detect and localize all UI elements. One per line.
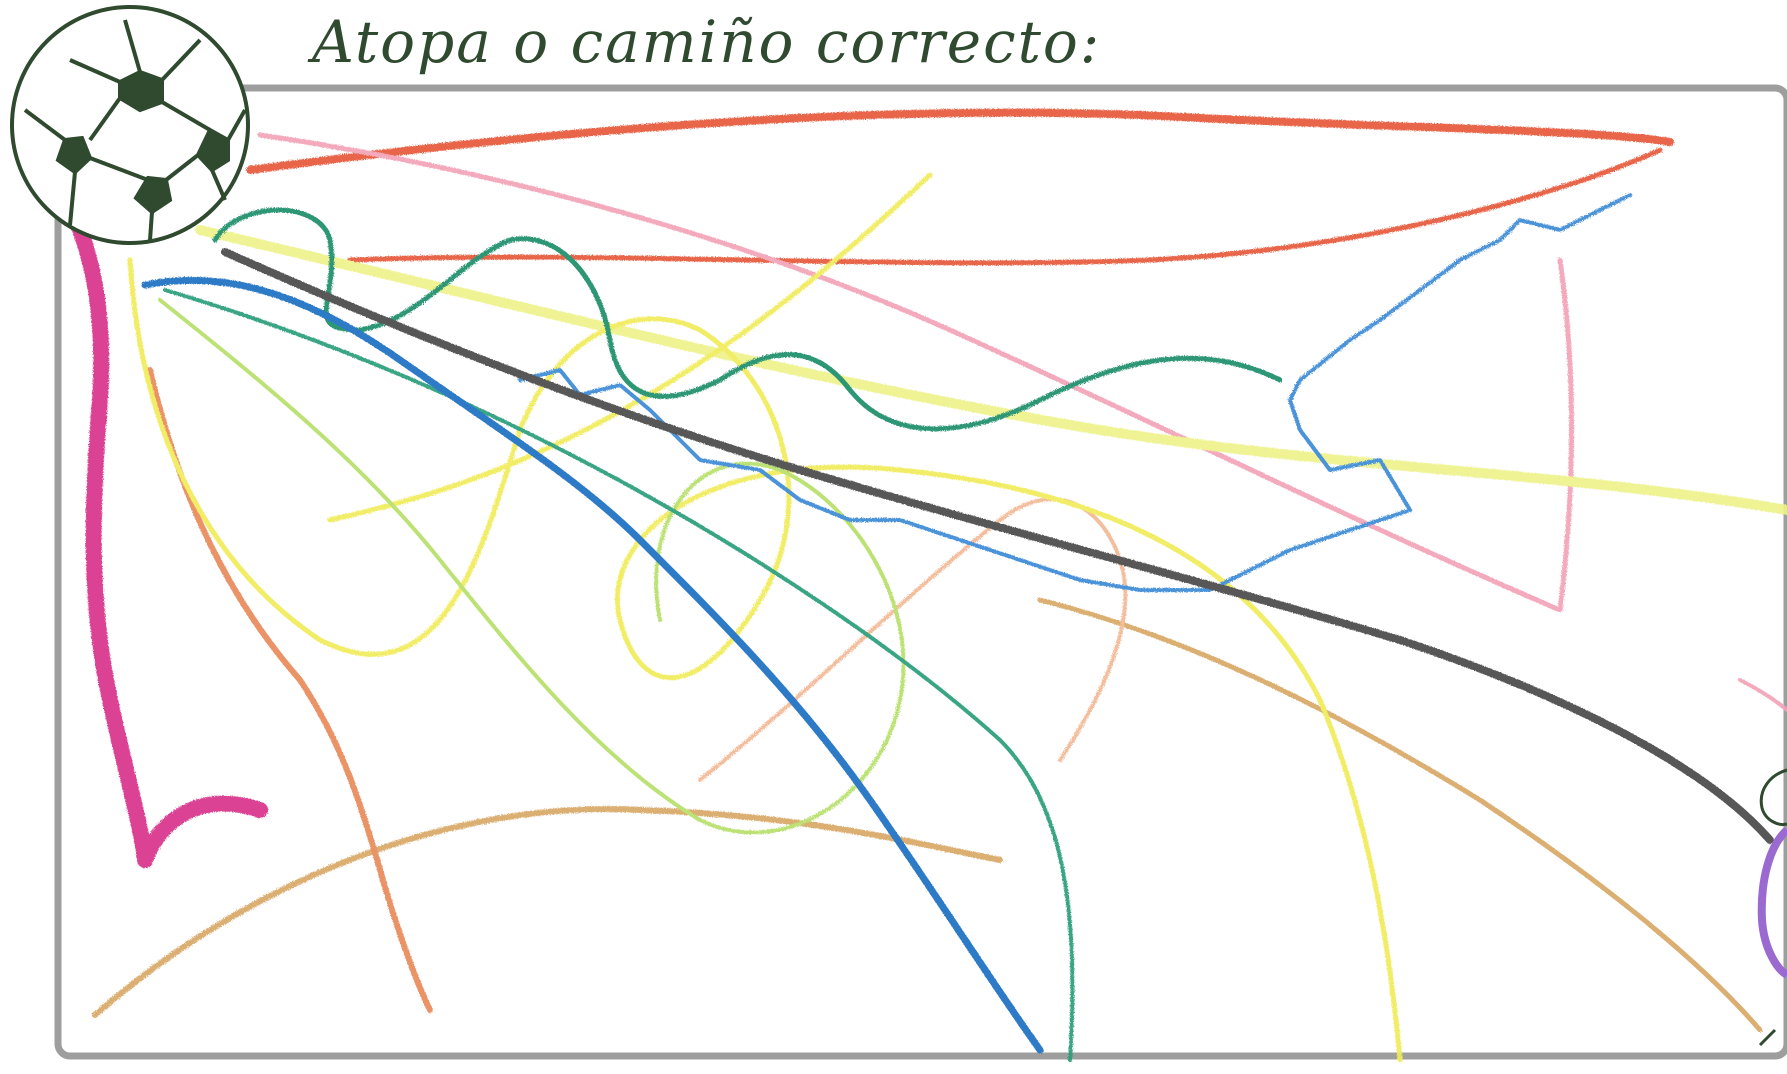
crayon-line-tan <box>92 806 1003 1018</box>
crayon-line-pink <box>257 132 1575 613</box>
crayon-line-red-mid <box>347 147 1663 266</box>
crayon-line-blue-zigzag <box>518 193 1632 592</box>
crayon-line-peach <box>698 497 1128 782</box>
soccer-ball-icon <box>10 5 250 245</box>
crayon-line-pink-right <box>1738 678 1787 712</box>
crayon-line-magenta <box>62 197 268 868</box>
crayon-line-light-green <box>158 298 906 835</box>
goal-figure-icon <box>1757 768 1787 1047</box>
crayon-line-black <box>221 248 1774 844</box>
crayon-line-blue <box>141 276 1044 1054</box>
crayon-line-orange <box>147 367 433 1013</box>
maze-frame <box>54 84 1787 1060</box>
crayon-line-light-yellow <box>195 225 1787 515</box>
crayon-line-yellow <box>127 257 1403 1063</box>
crayon-line-tan-right <box>1037 597 1763 1033</box>
crayon-line-green-long <box>163 288 1075 1062</box>
worksheet-title: Atopa o camiño correcto: <box>312 8 1102 76</box>
crayon-line-red-top <box>246 108 1674 174</box>
